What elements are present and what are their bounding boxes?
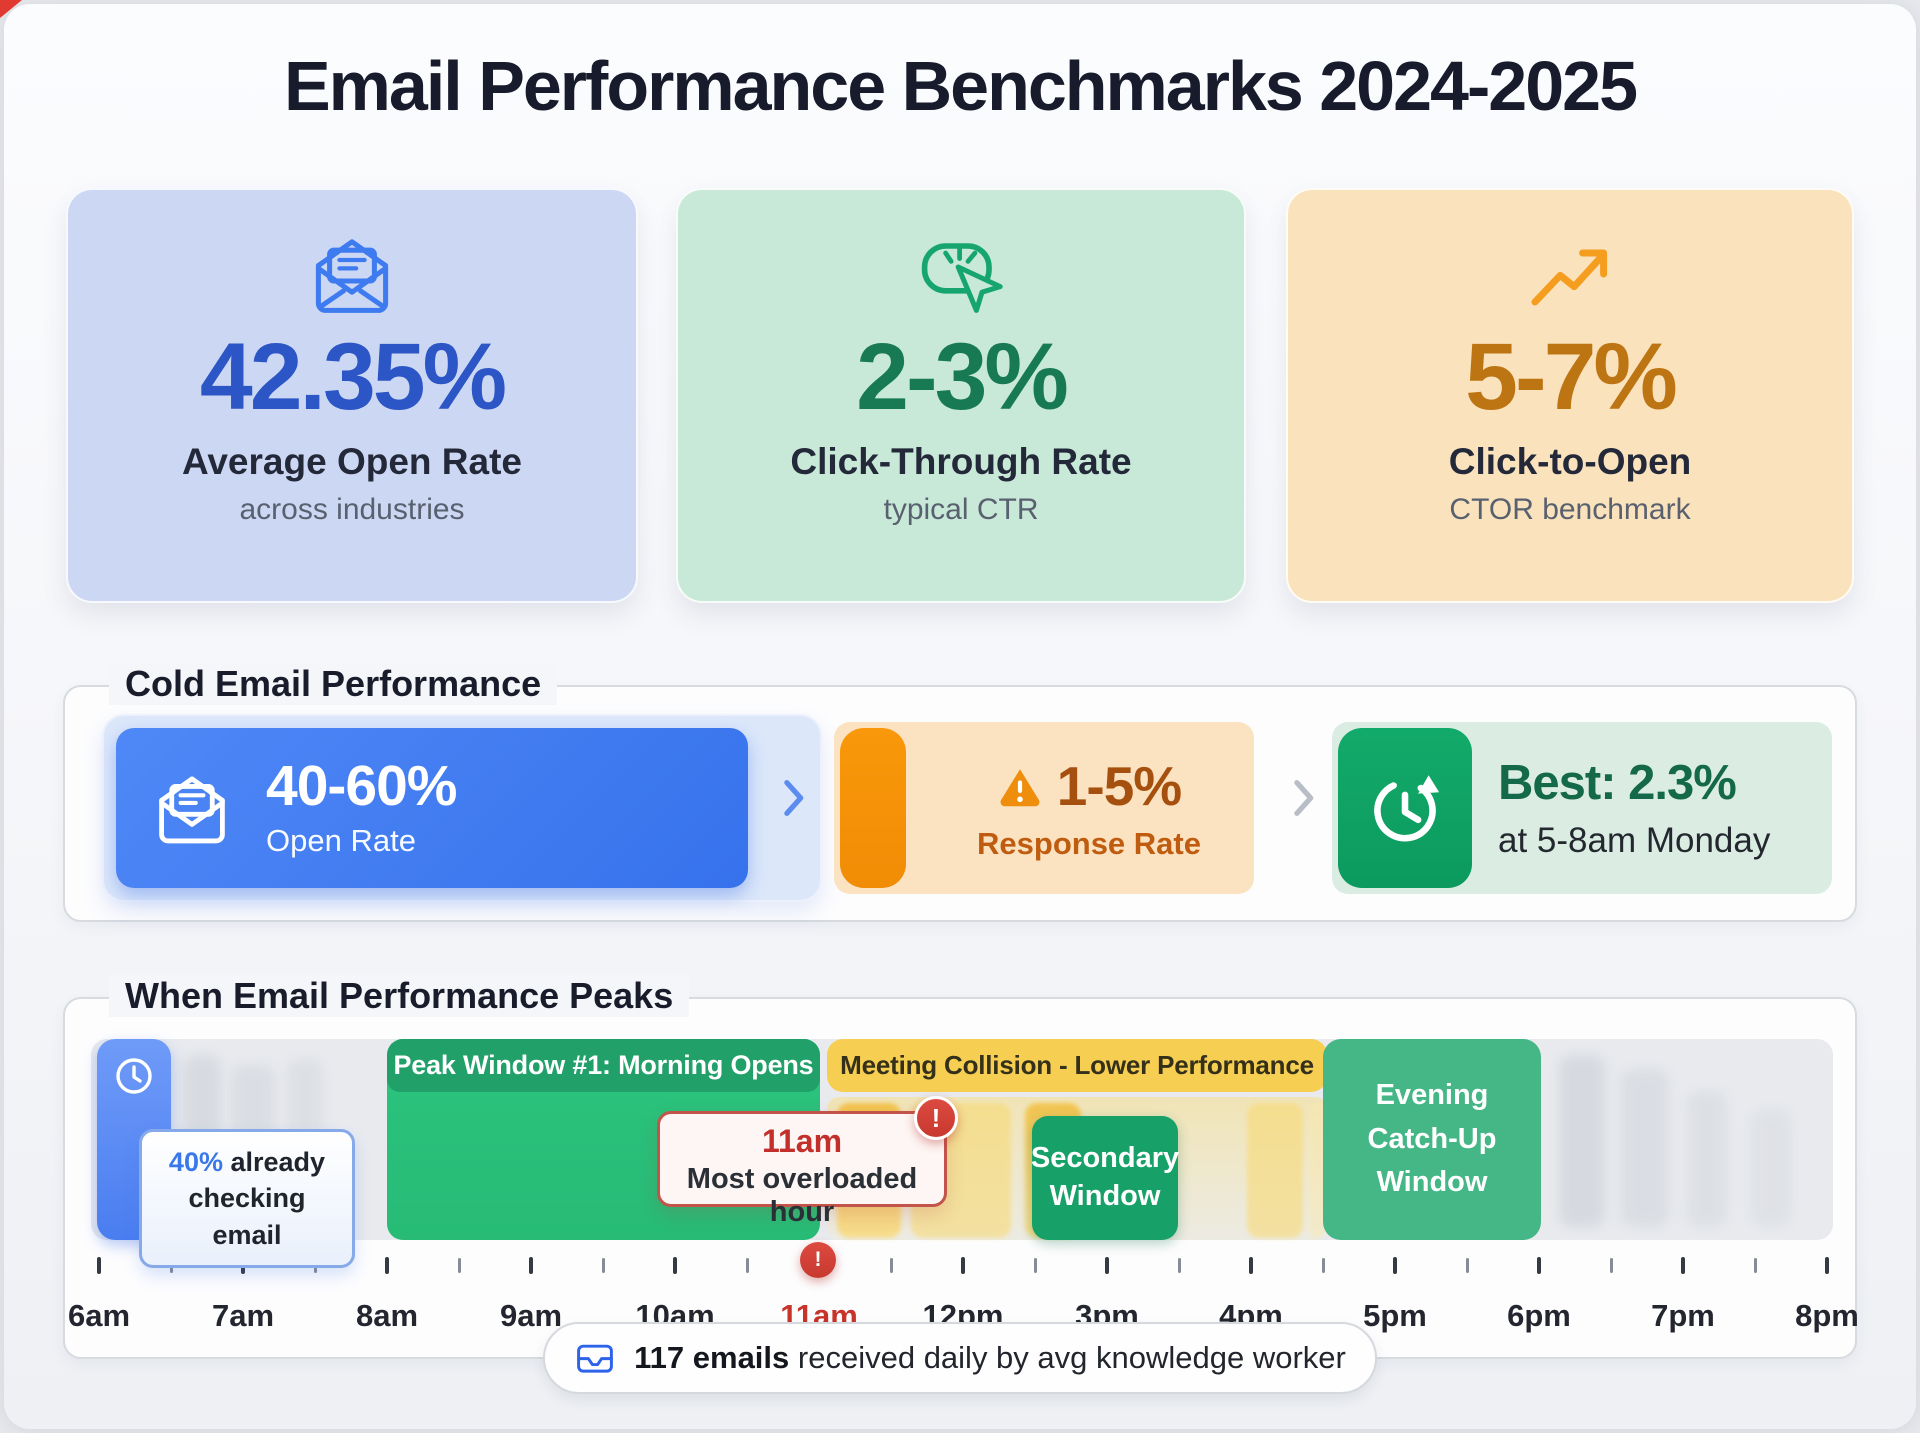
open-rate-pill: 40-60% Open Rate xyxy=(116,728,748,888)
collision-label: Meeting Collision - Lower Performance xyxy=(827,1039,1327,1092)
stat-card-click-to-open: 5-7% Click-to-Open CTOR benchmark xyxy=(1286,188,1854,603)
deco-bar xyxy=(1751,1109,1791,1227)
axis-tick xyxy=(1105,1257,1109,1274)
axis-hour-label: 5pm xyxy=(1363,1298,1427,1333)
axis-tick xyxy=(385,1257,389,1274)
early-callout: 40% already checking email xyxy=(139,1129,355,1269)
overload-time: 11am xyxy=(761,1123,843,1159)
secondary-window-label: Secondary xyxy=(1030,1142,1180,1175)
cursor-click-icon xyxy=(913,232,1009,316)
best-time-stage: Best: 2.3% at 5-8am Monday xyxy=(1332,722,1832,894)
clock-refresh-icon xyxy=(1338,728,1472,888)
evening-window-label: Window xyxy=(1376,1166,1488,1199)
trending-up-icon xyxy=(1522,232,1618,316)
axis-tick xyxy=(1681,1257,1685,1274)
clock-icon xyxy=(113,1055,155,1097)
axis-hour-label: 9am xyxy=(499,1298,563,1333)
axis-hour-label: 8am xyxy=(355,1298,419,1333)
stat-label: Click-Through Rate xyxy=(790,441,1132,482)
axis-hour-label: 6pm xyxy=(1507,1298,1571,1333)
axis-tick-minor xyxy=(1178,1258,1181,1273)
peak-window-label: Peak Window #1: Morning Opens xyxy=(387,1039,820,1092)
best-time-label: at 5-8am Monday xyxy=(1498,821,1771,860)
axis-tick-minor xyxy=(1034,1258,1037,1273)
response-rate-accent-bar xyxy=(840,728,906,888)
peaks-section: When Email Performance Peaks 40% already… xyxy=(63,975,1859,1359)
axis-tick xyxy=(673,1257,677,1274)
stat-sublabel: across industries xyxy=(239,493,465,526)
section-title: Cold Email Performance xyxy=(109,663,558,705)
mail-open-icon xyxy=(150,770,234,846)
cold-email-section: Cold Email Performance 40-60% Open Rate xyxy=(63,663,1857,922)
evening-window-label: Evening xyxy=(1375,1079,1489,1112)
axis-tick xyxy=(1249,1257,1253,1274)
stat-value: 2-3% xyxy=(856,324,1069,430)
secondary-window-label: Window xyxy=(1049,1180,1161,1212)
axis-tick-minor xyxy=(1610,1258,1613,1273)
best-time-value: Best: 2.3% xyxy=(1498,756,1737,810)
stat-value: 42.35% xyxy=(199,324,507,430)
axis-tick xyxy=(1393,1257,1397,1274)
footer-stat-text: received daily by avg knowledge worker xyxy=(797,1340,1346,1375)
axis-tick-minor xyxy=(1322,1258,1325,1273)
stat-value: 5-7% xyxy=(1465,324,1678,430)
deco-bar xyxy=(1309,1103,1325,1238)
open-rate-stage: 40-60% Open Rate xyxy=(102,714,822,902)
deco-bar xyxy=(1621,1069,1669,1227)
axis-hour-label: 7pm xyxy=(1651,1298,1715,1333)
evening-window-label: Catch-Up xyxy=(1367,1122,1497,1155)
warning-icon xyxy=(997,765,1043,807)
open-rate-label: Open Rate xyxy=(266,822,416,858)
mail-open-icon xyxy=(304,232,400,316)
axis-tick-minor xyxy=(890,1258,893,1273)
footer-stat-pill: 117 emails received daily by avg knowled… xyxy=(543,1322,1377,1394)
stat-sublabel: CTOR benchmark xyxy=(1449,493,1691,526)
response-rate-label: Response Rate xyxy=(977,826,1201,861)
stat-card-open-rate: 42.35% Average Open Rate across industri… xyxy=(66,188,638,603)
axis-tick-minor xyxy=(1754,1258,1757,1273)
stat-card-click-through: 2-3% Click-Through Rate typical CTR xyxy=(676,188,1246,603)
section-title: When Email Performance Peaks xyxy=(109,975,690,1017)
footer-stat-value: 117 emails xyxy=(634,1340,790,1375)
axis-hour-label: 8pm xyxy=(1795,1298,1859,1333)
overload-text: Most overloaded hour xyxy=(686,1163,918,1229)
chevron-right-icon xyxy=(1283,775,1323,821)
alert-icon: ! xyxy=(914,1096,958,1140)
axis-tick xyxy=(1537,1257,1541,1274)
early-callout-value: 40% xyxy=(168,1147,223,1177)
stat-sublabel: typical CTR xyxy=(883,493,1039,526)
open-rate-value: 40-60% xyxy=(266,754,457,819)
axis-tick xyxy=(97,1257,101,1274)
axis-tick xyxy=(529,1257,533,1274)
chevron-right-icon xyxy=(773,775,813,821)
axis-hour-label: 7am xyxy=(211,1298,275,1333)
stat-label: Average Open Rate xyxy=(182,441,522,482)
axis-tick xyxy=(1825,1257,1829,1274)
axis-tick-minor xyxy=(1466,1258,1469,1273)
axis-tick xyxy=(961,1257,965,1274)
early-callout-text: already checking email xyxy=(188,1147,326,1250)
axis-hour-label: 6am xyxy=(67,1298,131,1333)
page-title: Email Performance Benchmarks 2024-2025 xyxy=(283,47,1638,125)
response-rate-value: 1-5% xyxy=(1056,755,1182,817)
axis-tick-minor xyxy=(746,1258,749,1273)
alert-icon: ! xyxy=(800,1242,836,1278)
overload-callout: 11am Most overloaded hour ! xyxy=(657,1096,958,1228)
response-rate-stage: 1-5% Response Rate xyxy=(834,722,1254,894)
axis-tick-minor xyxy=(602,1258,605,1273)
deco-bar xyxy=(1559,1055,1605,1227)
inbox-icon xyxy=(574,1338,616,1378)
deco-bar xyxy=(1247,1103,1303,1238)
evening-window-block: Evening Catch-Up Window xyxy=(1323,1039,1541,1240)
secondary-window-block: Secondary Window xyxy=(1030,1116,1180,1240)
deco-bar xyxy=(1687,1091,1727,1227)
stat-label: Click-to-Open xyxy=(1448,441,1692,482)
axis-tick-minor xyxy=(458,1258,461,1273)
